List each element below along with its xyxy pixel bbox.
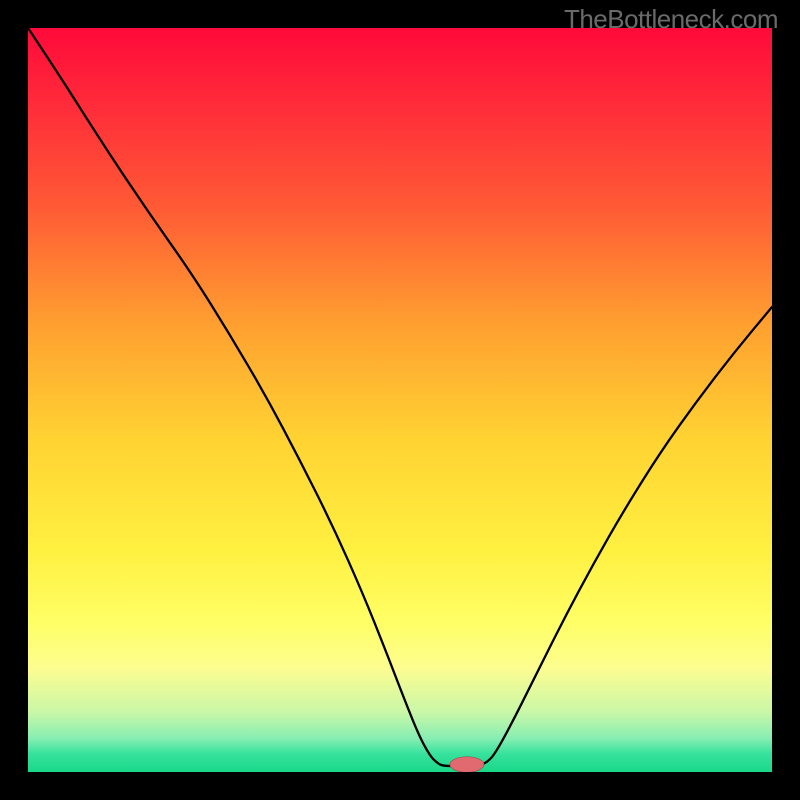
plot-svg <box>28 28 772 772</box>
gradient-background <box>28 28 772 772</box>
optimal-marker <box>450 757 484 772</box>
watermark-text: TheBottleneck.com <box>564 4 778 35</box>
chart-frame: TheBottleneck.com <box>0 0 800 800</box>
plot-area <box>28 28 772 772</box>
